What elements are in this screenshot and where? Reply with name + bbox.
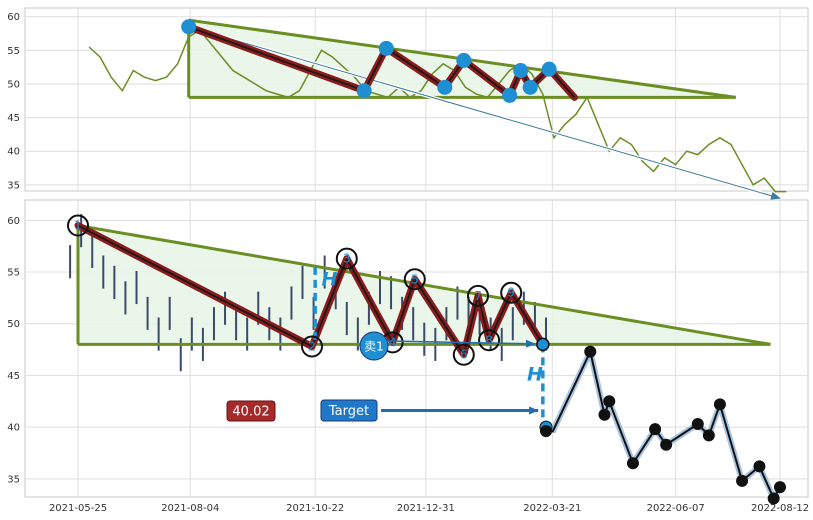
sell-marker-label: 卖1 bbox=[364, 340, 384, 354]
x-tick-label: 2022-03-21 bbox=[523, 503, 581, 514]
forecast-point bbox=[702, 429, 715, 442]
pattern-point-label: 8 bbox=[485, 333, 493, 347]
pattern-point-circle bbox=[452, 343, 475, 366]
pattern-point-circle bbox=[467, 284, 490, 307]
forecast-point bbox=[753, 460, 766, 473]
pattern-point-circle bbox=[301, 335, 323, 358]
bottom-y-tick-label: 40 bbox=[7, 423, 20, 434]
top-y-tick-label: 50 bbox=[7, 79, 20, 90]
top-pattern-line bbox=[188, 25, 576, 99]
top-y-tick-label: 45 bbox=[7, 113, 20, 124]
price-box bbox=[226, 400, 276, 422]
bottom-y-tick-label: 45 bbox=[7, 371, 20, 382]
top-pattern-point bbox=[522, 79, 538, 95]
pattern-point-label: 9 bbox=[507, 286, 515, 300]
pattern-point-label: 4 bbox=[389, 335, 397, 349]
pattern-point-label: 2 bbox=[308, 339, 316, 353]
pattern-point-label: 7 bbox=[474, 289, 482, 303]
top-trend-arrow bbox=[188, 26, 781, 200]
top-pattern-point bbox=[356, 83, 372, 99]
top-price-line bbox=[88, 29, 787, 193]
forecast-point bbox=[584, 345, 597, 358]
forecast-point bbox=[767, 492, 780, 505]
pattern-point-circle bbox=[403, 268, 426, 291]
pattern-point-label: 3 bbox=[343, 252, 351, 266]
x-tick-label: 2021-05-25 bbox=[49, 503, 107, 514]
x-tick-label: 2021-08-04 bbox=[161, 503, 219, 514]
forecast-point bbox=[598, 408, 611, 421]
x-tick-label: 2021-12-31 bbox=[397, 503, 455, 514]
forecast-point bbox=[713, 398, 726, 411]
sell-marker bbox=[359, 331, 389, 361]
pattern-point-label: 1 bbox=[74, 219, 82, 233]
top-y-tick-label: 35 bbox=[7, 180, 20, 191]
forecast-point bbox=[649, 423, 662, 436]
top-pattern-point bbox=[456, 52, 472, 68]
top-pattern-point bbox=[378, 40, 394, 56]
top-pattern-point bbox=[513, 63, 529, 79]
bottom-y-tick-label: 50 bbox=[7, 319, 20, 330]
top-frame bbox=[24, 7, 809, 192]
forecast-point bbox=[603, 395, 616, 408]
top-pattern-point bbox=[541, 61, 557, 77]
h-label: H bbox=[321, 268, 337, 290]
forecast-point bbox=[626, 457, 639, 470]
top-y-tick-label: 55 bbox=[7, 46, 20, 57]
bottom-triangle-upper-edge bbox=[77, 224, 771, 346]
x-tick-label: 2021-10-22 bbox=[286, 503, 344, 514]
forecast-start-point bbox=[540, 425, 552, 438]
bottom-y-tick-label: 60 bbox=[7, 216, 20, 227]
target-box bbox=[320, 399, 378, 422]
x-tick-label: 2022-06-07 bbox=[647, 503, 705, 514]
pattern-point-label: 5 bbox=[411, 272, 419, 286]
forecast-point bbox=[736, 474, 749, 487]
target-box-label: Target bbox=[328, 404, 369, 419]
top-pattern-point bbox=[181, 19, 197, 35]
bottom-y-tick-label: 35 bbox=[7, 474, 20, 485]
bottom-pattern-line bbox=[77, 224, 544, 356]
pattern-point-circle bbox=[500, 281, 523, 304]
bottom-y-tick-label: 55 bbox=[7, 268, 20, 279]
forecast-point bbox=[774, 481, 786, 494]
pattern-point-circle bbox=[335, 247, 358, 270]
pattern-point-circle bbox=[478, 329, 501, 352]
sell-arrow bbox=[387, 339, 536, 348]
price-box-label: 40.02 bbox=[232, 405, 269, 420]
h-label: H bbox=[527, 364, 543, 386]
forecast-point bbox=[691, 418, 704, 431]
top-y-tick-label: 60 bbox=[7, 12, 20, 23]
pattern-point-label: 6 bbox=[460, 348, 468, 362]
pattern-point-circle bbox=[67, 214, 89, 237]
top-y-tick-label: 40 bbox=[7, 147, 20, 158]
top-pattern-point bbox=[437, 79, 453, 95]
breakout-point bbox=[536, 337, 550, 352]
forecast-point bbox=[660, 438, 673, 451]
top-pattern-point bbox=[502, 87, 518, 103]
x-tick-label: 2022-08-12 bbox=[751, 503, 809, 514]
top-panel: 35 40 45 50 55 60 bbox=[7, 7, 809, 200]
